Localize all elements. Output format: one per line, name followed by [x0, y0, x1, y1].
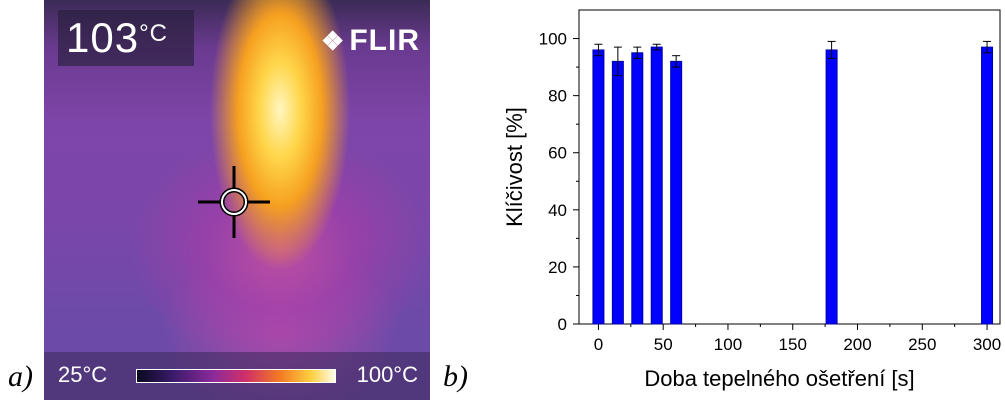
panel-label-b: b) [443, 360, 468, 394]
scale-min-label: 25°C [58, 362, 107, 388]
scale-gradient [136, 369, 336, 383]
scale-max-label: 100°C [357, 362, 418, 388]
bar [593, 50, 604, 324]
x-axis-label: Doba tepelného ošetření [s] [644, 366, 914, 391]
thermal-image: 103°C ❖ FLIR 25°C 100°C [44, 0, 430, 400]
germination-chart: 0 20 40 60 80 100 0 50 100 150 200 250 300 Doba tepel… [484, 0, 1005, 400]
panel-label-a: a) [8, 360, 33, 394]
x-tick-label: 300 [973, 335, 1001, 354]
temperature-unit: °C [139, 20, 168, 47]
temperature-readout: 103°C [66, 14, 168, 62]
x-tick-label: 150 [779, 335, 807, 354]
bar [632, 53, 643, 324]
y-axis-label: Klíčivost [%] [502, 107, 527, 227]
flir-logo: ❖ FLIR [321, 24, 420, 58]
y-tick-label: 0 [558, 315, 567, 334]
x-tick-label: 250 [908, 335, 936, 354]
y-tick-label: 60 [548, 144, 567, 163]
x-tick-label: 50 [654, 335, 673, 354]
y-tick-label: 100 [539, 30, 567, 49]
x-tick-label: 100 [714, 335, 742, 354]
y-tick-label: 40 [548, 201, 567, 220]
bar [671, 61, 682, 324]
temperature-value: 103 [66, 14, 139, 61]
bar [982, 47, 993, 324]
bar [826, 50, 837, 324]
x-tick-label: 200 [843, 335, 871, 354]
crosshair-icon [198, 166, 270, 238]
x-tick-label: 0 [594, 335, 603, 354]
bar [651, 47, 662, 324]
flir-diamond-icon: ❖ [321, 26, 345, 56]
brand-name: FLIR [349, 24, 420, 57]
y-tick-label: 20 [548, 258, 567, 277]
bar [612, 61, 623, 324]
y-tick-label: 80 [548, 87, 567, 106]
